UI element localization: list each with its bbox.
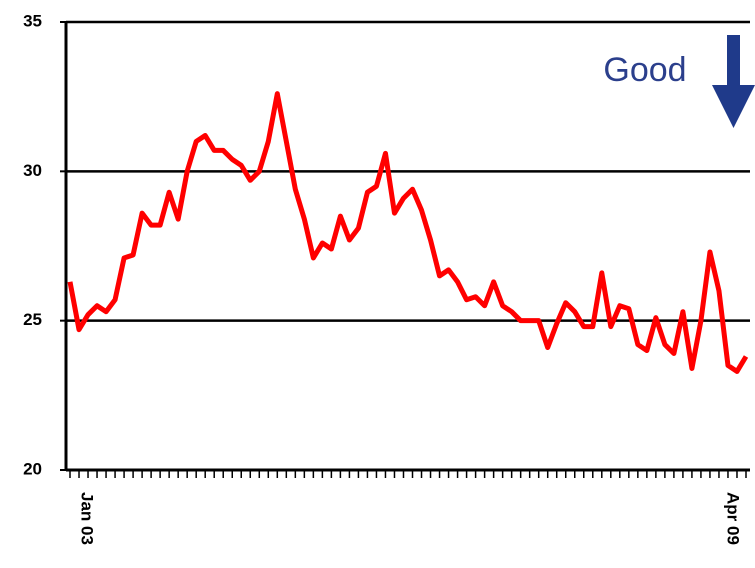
data-line	[67, 91, 749, 374]
y-tick-label: 30	[23, 161, 42, 180]
y-tick-label: 20	[23, 459, 42, 478]
y-tick-label: 25	[23, 310, 42, 329]
y-tick-label: 35	[23, 11, 42, 30]
arrow-shaft	[727, 35, 740, 87]
arrow-head	[712, 85, 755, 128]
x-tick-label: Jan 03	[78, 492, 97, 545]
annotation: Good	[603, 51, 686, 89]
x-tick-label: Apr 09	[724, 492, 743, 545]
